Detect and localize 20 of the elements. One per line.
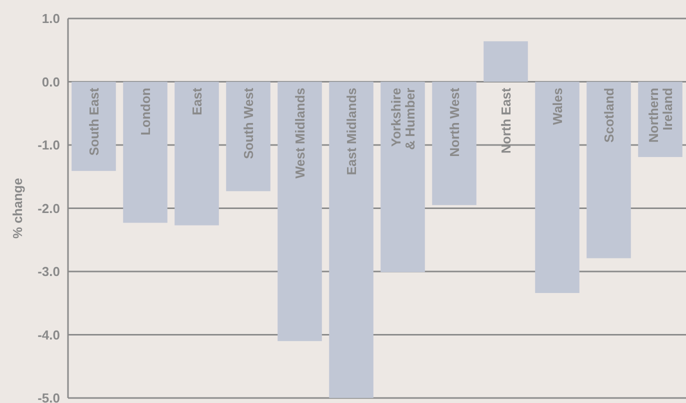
x-tick-label: North West	[446, 87, 462, 157]
y-tick-label: 0.0	[42, 74, 60, 90]
x-tick-label: London	[138, 88, 153, 136]
x-tick-label: East	[189, 87, 204, 116]
x-tick-label: East Midlands	[344, 88, 359, 176]
x-tick-label: Wales	[550, 88, 565, 125]
x-tick-label: Scotland	[601, 88, 616, 143]
x-tick-label: North East	[498, 87, 514, 154]
y-axis-title: % change	[10, 178, 25, 239]
x-tick-label: South West	[240, 87, 256, 160]
x-tick-label: West Midlands	[292, 88, 308, 179]
x-tick-label: Northern Ireland	[646, 88, 675, 143]
y-tick-label: -5.0	[38, 390, 60, 403]
y-tick-label: -4.0	[38, 327, 60, 342]
x-tick-label: South East	[86, 87, 102, 156]
y-tick-label: -3.0	[38, 264, 60, 280]
x-tick-label: Yorkshire & Humber	[388, 88, 418, 150]
y-tick-label: 1.0	[42, 11, 60, 26]
y-tick-label: -1.0	[38, 138, 60, 153]
y-tick-label: -2.0	[38, 200, 60, 216]
